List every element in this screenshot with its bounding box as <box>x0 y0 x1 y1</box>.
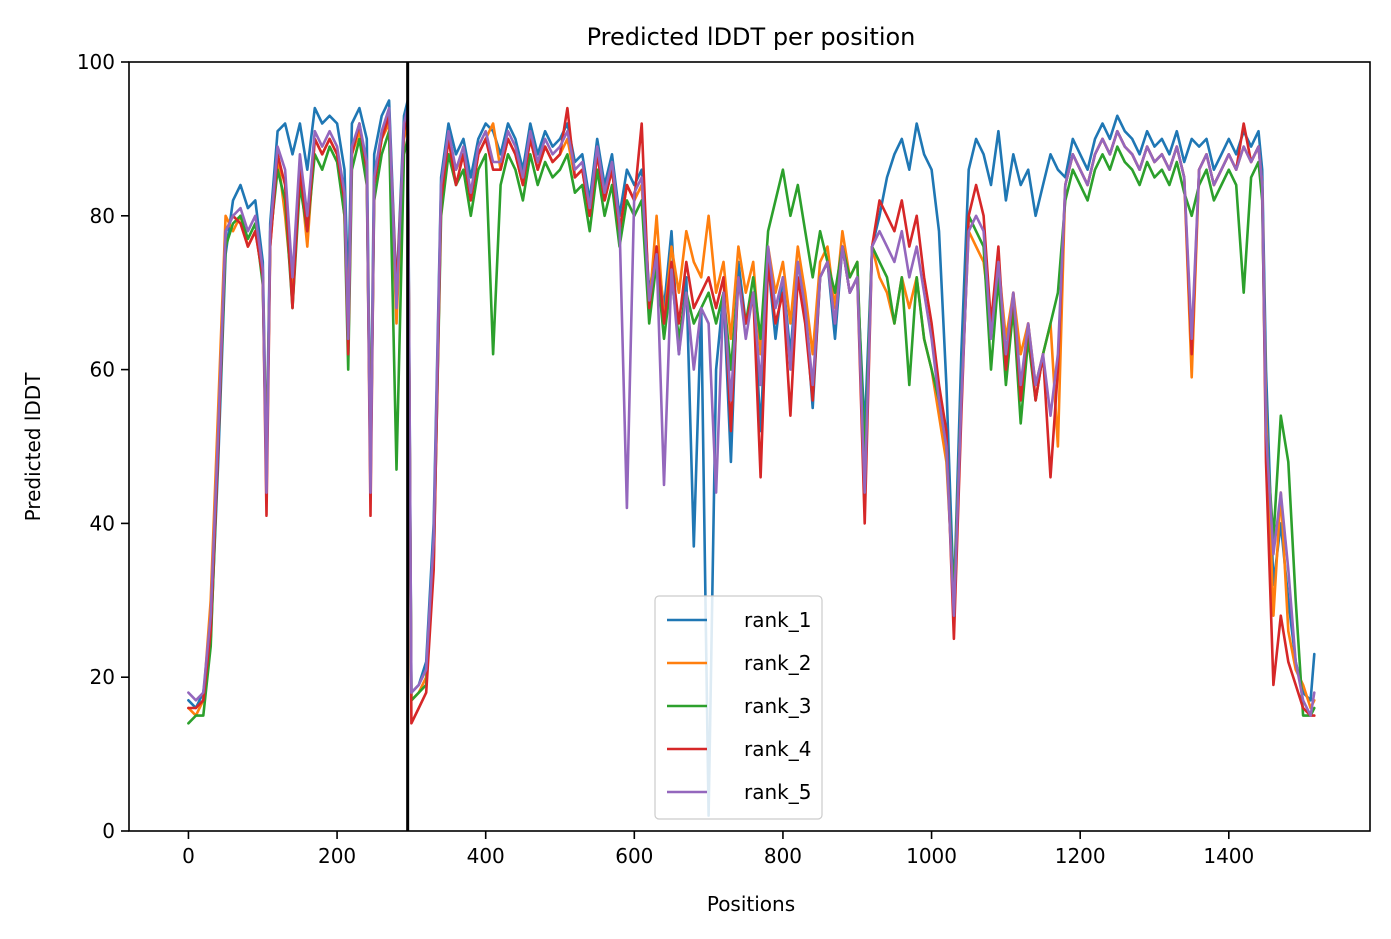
legend-label: rank_1 <box>744 608 811 632</box>
legend-label: rank_4 <box>744 737 811 761</box>
y-tick-label: 100 <box>77 50 115 74</box>
x-tick-label: 400 <box>467 844 505 868</box>
legend-label: rank_2 <box>744 651 811 675</box>
x-tick-label: 0 <box>182 844 195 868</box>
legend-label: rank_3 <box>744 694 811 718</box>
x-tick-label: 1000 <box>906 844 957 868</box>
y-tick-label: 60 <box>90 358 115 382</box>
series-line-rank-5 <box>187 106 1316 717</box>
x-tick-label: 1200 <box>1055 844 1106 868</box>
legend-label: rank_5 <box>744 780 811 804</box>
legend-box <box>654 595 823 820</box>
x-tick-label: 800 <box>764 844 802 868</box>
y-axis-ticks: 0 20 40 60 80 100 <box>77 50 129 843</box>
x-tick-label: 1400 <box>1203 844 1254 868</box>
x-axis-label: Positions <box>707 892 795 916</box>
series-layer <box>187 99 1316 817</box>
legend-items: rank_1 rank_2 rank_3 rank_4 rank_5 <box>667 608 811 804</box>
y-tick-label: 0 <box>102 819 115 843</box>
y-tick-label: 20 <box>90 665 115 689</box>
legend: rank_1 rank_2 rank_3 rank_4 rank_5 <box>654 595 823 820</box>
x-tick-label: 200 <box>318 844 356 868</box>
chart-title: Predicted lDDT per position <box>587 23 916 51</box>
x-axis-ticks: 0 200 400 600 800 1000 1200 1400 <box>182 831 1254 868</box>
x-tick-label: 600 <box>615 844 653 868</box>
y-tick-label: 40 <box>90 511 115 535</box>
y-tick-label: 80 <box>90 204 115 228</box>
plot-area-frame <box>128 61 1371 832</box>
y-axis-label: Predicted lDDT <box>21 372 45 522</box>
